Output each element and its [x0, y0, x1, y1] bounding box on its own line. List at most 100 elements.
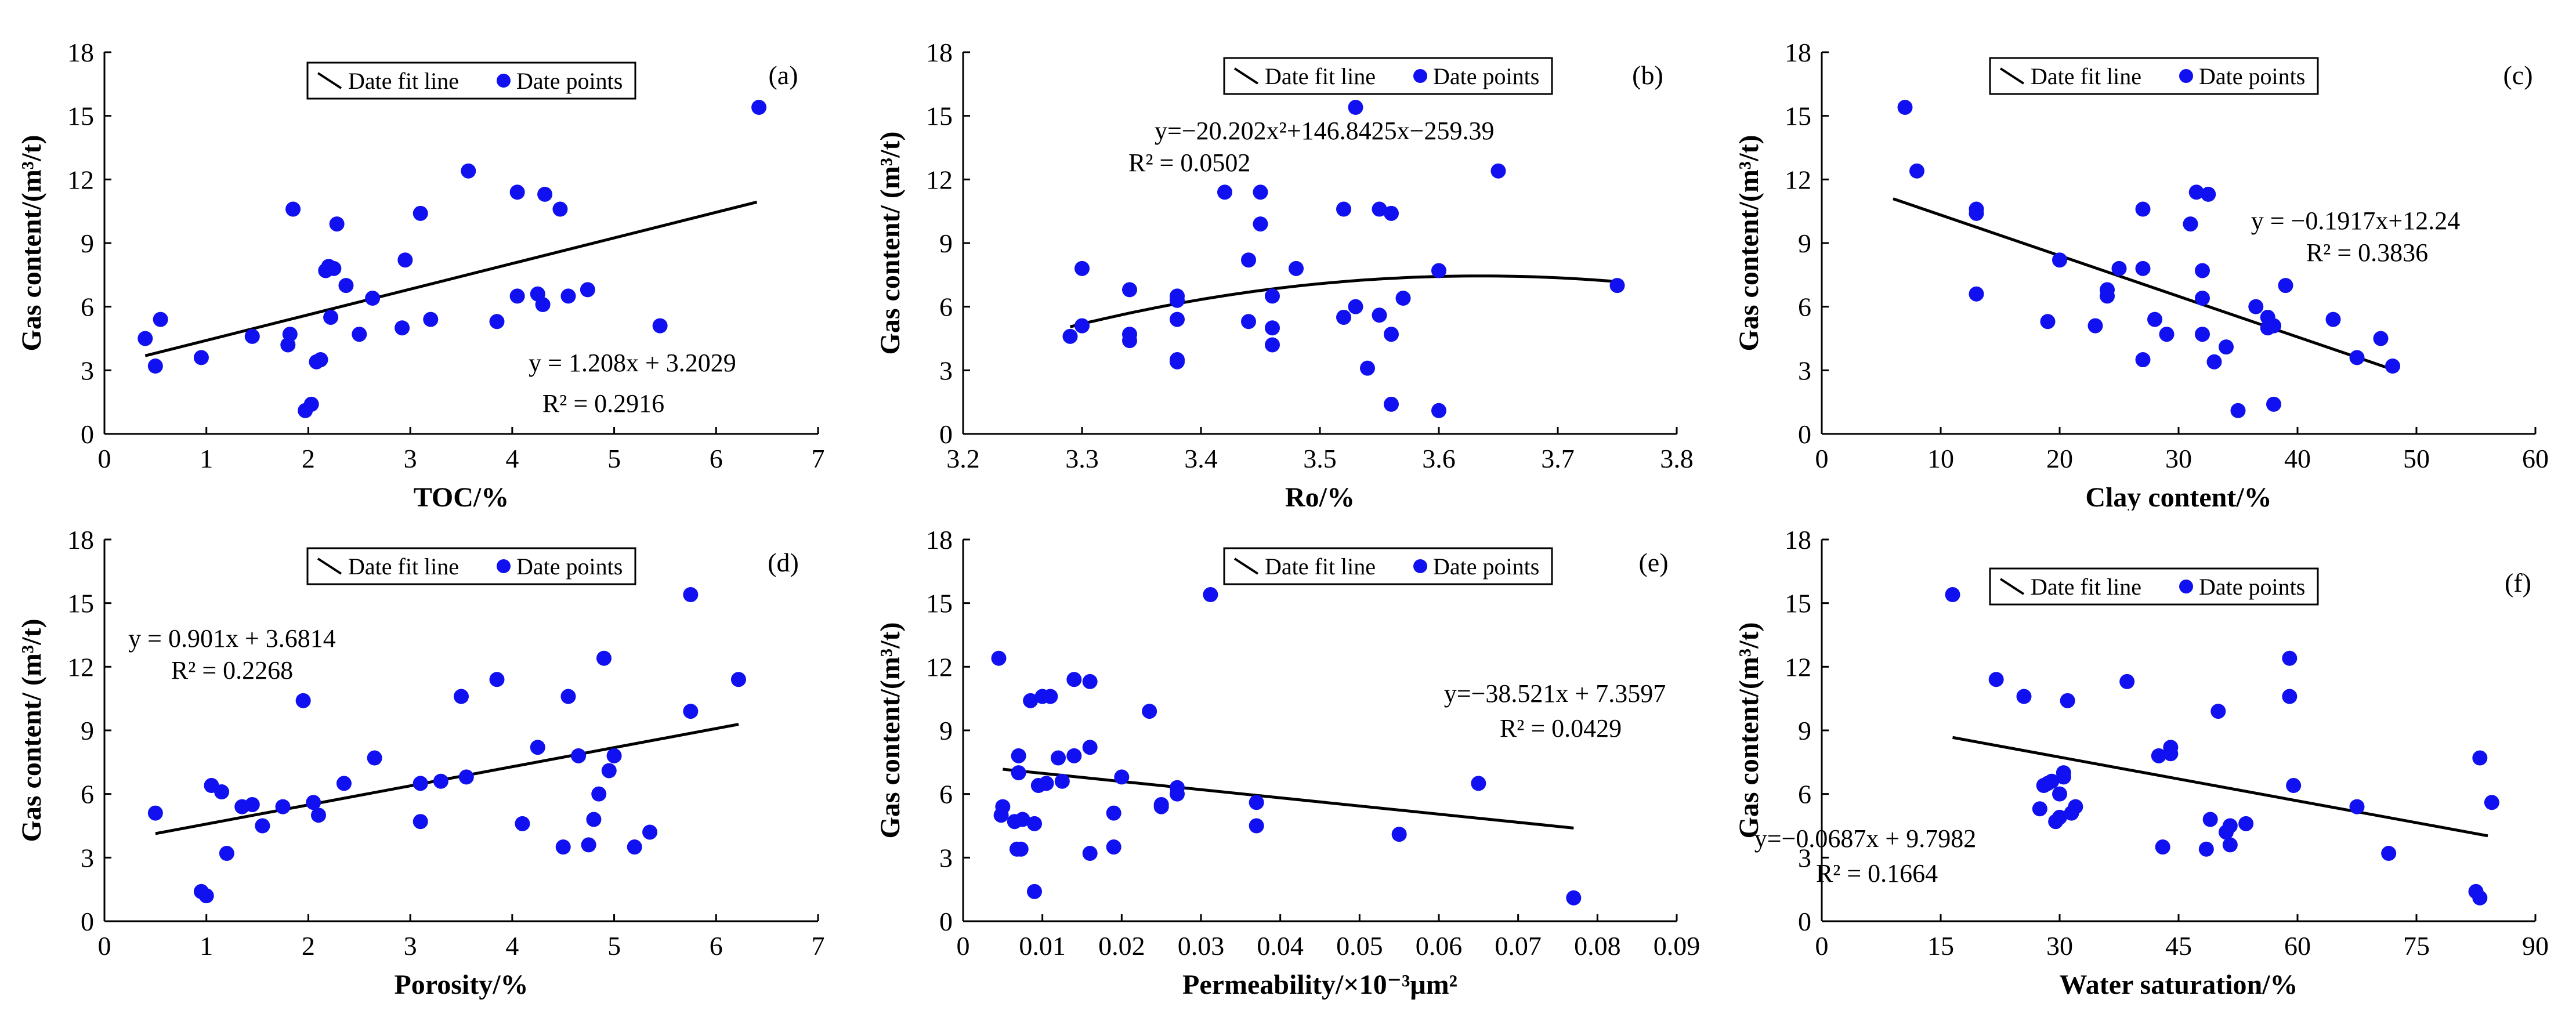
x-tick-label: 20 [2046, 444, 2073, 473]
legend-point-swatch [2179, 580, 2193, 593]
data-point [730, 672, 746, 687]
y-tick-label: 9 [939, 229, 953, 258]
legend-line-label: Date fit line [1265, 63, 1376, 89]
panel-label: (f) [2505, 568, 2531, 598]
data-point [1170, 312, 1185, 327]
x-tick-label: 0.07 [1495, 931, 1542, 961]
data-point [1142, 704, 1157, 719]
fit-equation: y = 0.901x + 3.6814 [128, 624, 336, 653]
data-point [1015, 812, 1030, 827]
x-tick-label: 0 [1815, 931, 1829, 961]
data-point [552, 201, 568, 217]
legend-box [1989, 567, 2319, 606]
legend-point-label: Date points [1433, 553, 1539, 580]
data-point [2222, 818, 2238, 834]
x-tick-label: 60 [2522, 444, 2549, 473]
y-tick-label: 6 [1798, 292, 1811, 322]
y-tick-label: 0 [1798, 907, 1811, 936]
data-point [2052, 809, 2067, 825]
data-point [2248, 299, 2264, 314]
data-point [1027, 884, 1042, 899]
x-tick-label: 0.09 [1654, 931, 1701, 961]
y-tick-label: 12 [926, 652, 953, 682]
r-squared: R² = 0.1664 [1816, 859, 1938, 888]
y-tick-label: 18 [1785, 525, 1811, 555]
data-point [2472, 750, 2488, 766]
x-tick-label: 60 [2284, 931, 2311, 961]
data-point [1217, 184, 1232, 200]
x-tick-label: 0.05 [1336, 931, 1383, 961]
data-point [2266, 318, 2281, 334]
y-axis-title: Gas content/ (m³/t) [16, 619, 47, 842]
data-point [1062, 328, 1078, 344]
x-tick-label: 30 [2046, 931, 2073, 961]
data-point [751, 100, 767, 115]
data-point [1241, 252, 1256, 268]
y-tick-label: 3 [939, 843, 953, 872]
data-point [138, 331, 153, 346]
data-point [489, 672, 505, 687]
data-point [214, 784, 230, 800]
x-tick-label: 1 [200, 444, 213, 473]
data-point [2195, 291, 2210, 306]
data-point [2206, 354, 2222, 370]
fit-line [1952, 736, 2488, 838]
data-point [1348, 100, 1363, 115]
data-point [2119, 674, 2135, 689]
y-tick-label: 12 [1785, 165, 1811, 194]
data-point [413, 814, 428, 830]
x-tick-label: 0 [957, 931, 970, 961]
data-point [306, 795, 321, 810]
data-point [1011, 748, 1026, 763]
legend-box [306, 61, 636, 100]
y-tick-label: 9 [939, 716, 953, 745]
legend-box [1223, 547, 1553, 585]
data-point [2472, 890, 2488, 906]
data-point [397, 252, 413, 268]
legend-box [1223, 57, 1553, 95]
x-tick-label: 3.7 [1541, 444, 1575, 473]
x-tick-label: 6 [710, 444, 723, 473]
legend-point-label: Date points [516, 68, 623, 94]
data-point [2032, 801, 2047, 817]
data-point [338, 278, 354, 294]
y-tick-label: 6 [939, 292, 953, 322]
data-point [282, 327, 298, 342]
x-tick-label: 90 [2522, 931, 2549, 961]
y-tick-label: 3 [81, 356, 94, 385]
data-point [1114, 769, 1130, 785]
data-point [2040, 314, 2056, 330]
data-point [2381, 846, 2397, 861]
data-point [995, 799, 1011, 814]
data-point [2151, 748, 2166, 763]
legend-line-swatch [1233, 557, 1259, 575]
data-point [580, 282, 595, 298]
y-tick-label: 0 [1798, 419, 1811, 449]
y-tick-label: 3 [81, 843, 94, 872]
y-tick-label: 3 [939, 356, 953, 385]
y-axis-title: Gas content/ (m³/t) [875, 132, 906, 355]
legend-line-label: Date fit line [2031, 574, 2141, 600]
data-point [2163, 740, 2179, 755]
legend-line-swatch [1233, 67, 1259, 85]
legend-point-swatch [1413, 69, 1427, 83]
data-point [244, 328, 260, 344]
x-tick-label: 5 [607, 444, 621, 473]
data-point [1384, 205, 1399, 221]
y-tick-label: 18 [926, 525, 953, 555]
fit-equation: y=−20.202x²+146.8425x−259.39 [1155, 117, 1494, 145]
data-point [1203, 587, 1218, 603]
x-tick-label: 0.01 [1019, 931, 1066, 961]
fit-line [144, 200, 758, 357]
r-squared: R² = 0.2268 [171, 656, 293, 685]
x-tick-label: 5 [607, 931, 621, 961]
x-tick-label: 0.06 [1416, 931, 1463, 961]
data-point [1082, 740, 1098, 755]
x-tick-label: 3.5 [1303, 444, 1337, 473]
x-tick-label: 3.8 [1660, 444, 1694, 473]
data-point [367, 750, 382, 766]
data-point [560, 689, 576, 704]
r-squared: R² = 0.3836 [2306, 238, 2428, 267]
data-point [1153, 796, 1169, 812]
